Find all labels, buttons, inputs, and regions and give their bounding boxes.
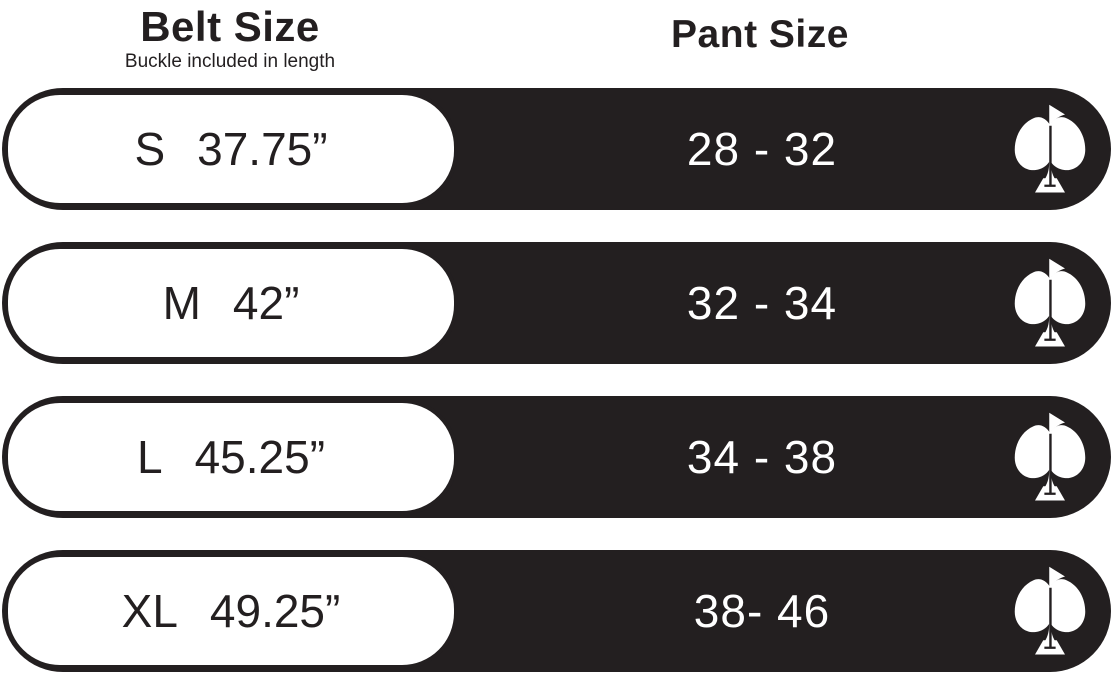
belt-size-subtitle: Buckle included in length (124, 51, 336, 72)
size-row-xl: XL 49.25” 38- 46 (2, 550, 1111, 672)
spade-golf-flag-icon (1014, 412, 1086, 501)
pant-range-l: 34 - 38 (686, 431, 838, 483)
belt-length: 49.25” (209, 585, 341, 637)
belt-size-label-l: L 45.25” (4, 399, 458, 515)
belt-length: 45.25” (194, 431, 326, 483)
size-letter: XL (121, 585, 178, 637)
pant-range-m: 32 - 34 (686, 277, 838, 329)
size-letter: M (162, 277, 201, 329)
belt-size-label-xl: XL 49.25” (4, 553, 458, 669)
spade-golf-flag-icon (1014, 566, 1086, 655)
size-row-l: L 45.25” 34 - 38 (2, 396, 1111, 518)
belt-length: 42” (232, 277, 300, 329)
belt-size-label-s: S 37.75” (4, 91, 458, 207)
size-letter: S (134, 123, 166, 175)
pant-size-column-header: Pant Size (671, 13, 849, 56)
size-letter: L (136, 431, 163, 483)
size-row-m: M 42” 32 - 34 (2, 242, 1111, 364)
belt-size-label-m: M 42” (4, 245, 458, 361)
pant-range-s: 28 - 32 (686, 123, 838, 175)
pant-range-xl: 38- 46 (693, 585, 831, 637)
spade-golf-flag-icon (1014, 104, 1086, 193)
spade-golf-flag-icon (1014, 258, 1086, 347)
belt-size-column-header: Belt Size Buckle included in length (0, 4, 460, 73)
belt-length: 37.75” (197, 123, 328, 175)
chart-header: Belt Size Buckle included in length Pant… (0, 0, 1113, 88)
size-row-s: S 37.75” 28 - 32 (2, 88, 1111, 210)
belt-size-title: Belt Size (140, 3, 320, 50)
